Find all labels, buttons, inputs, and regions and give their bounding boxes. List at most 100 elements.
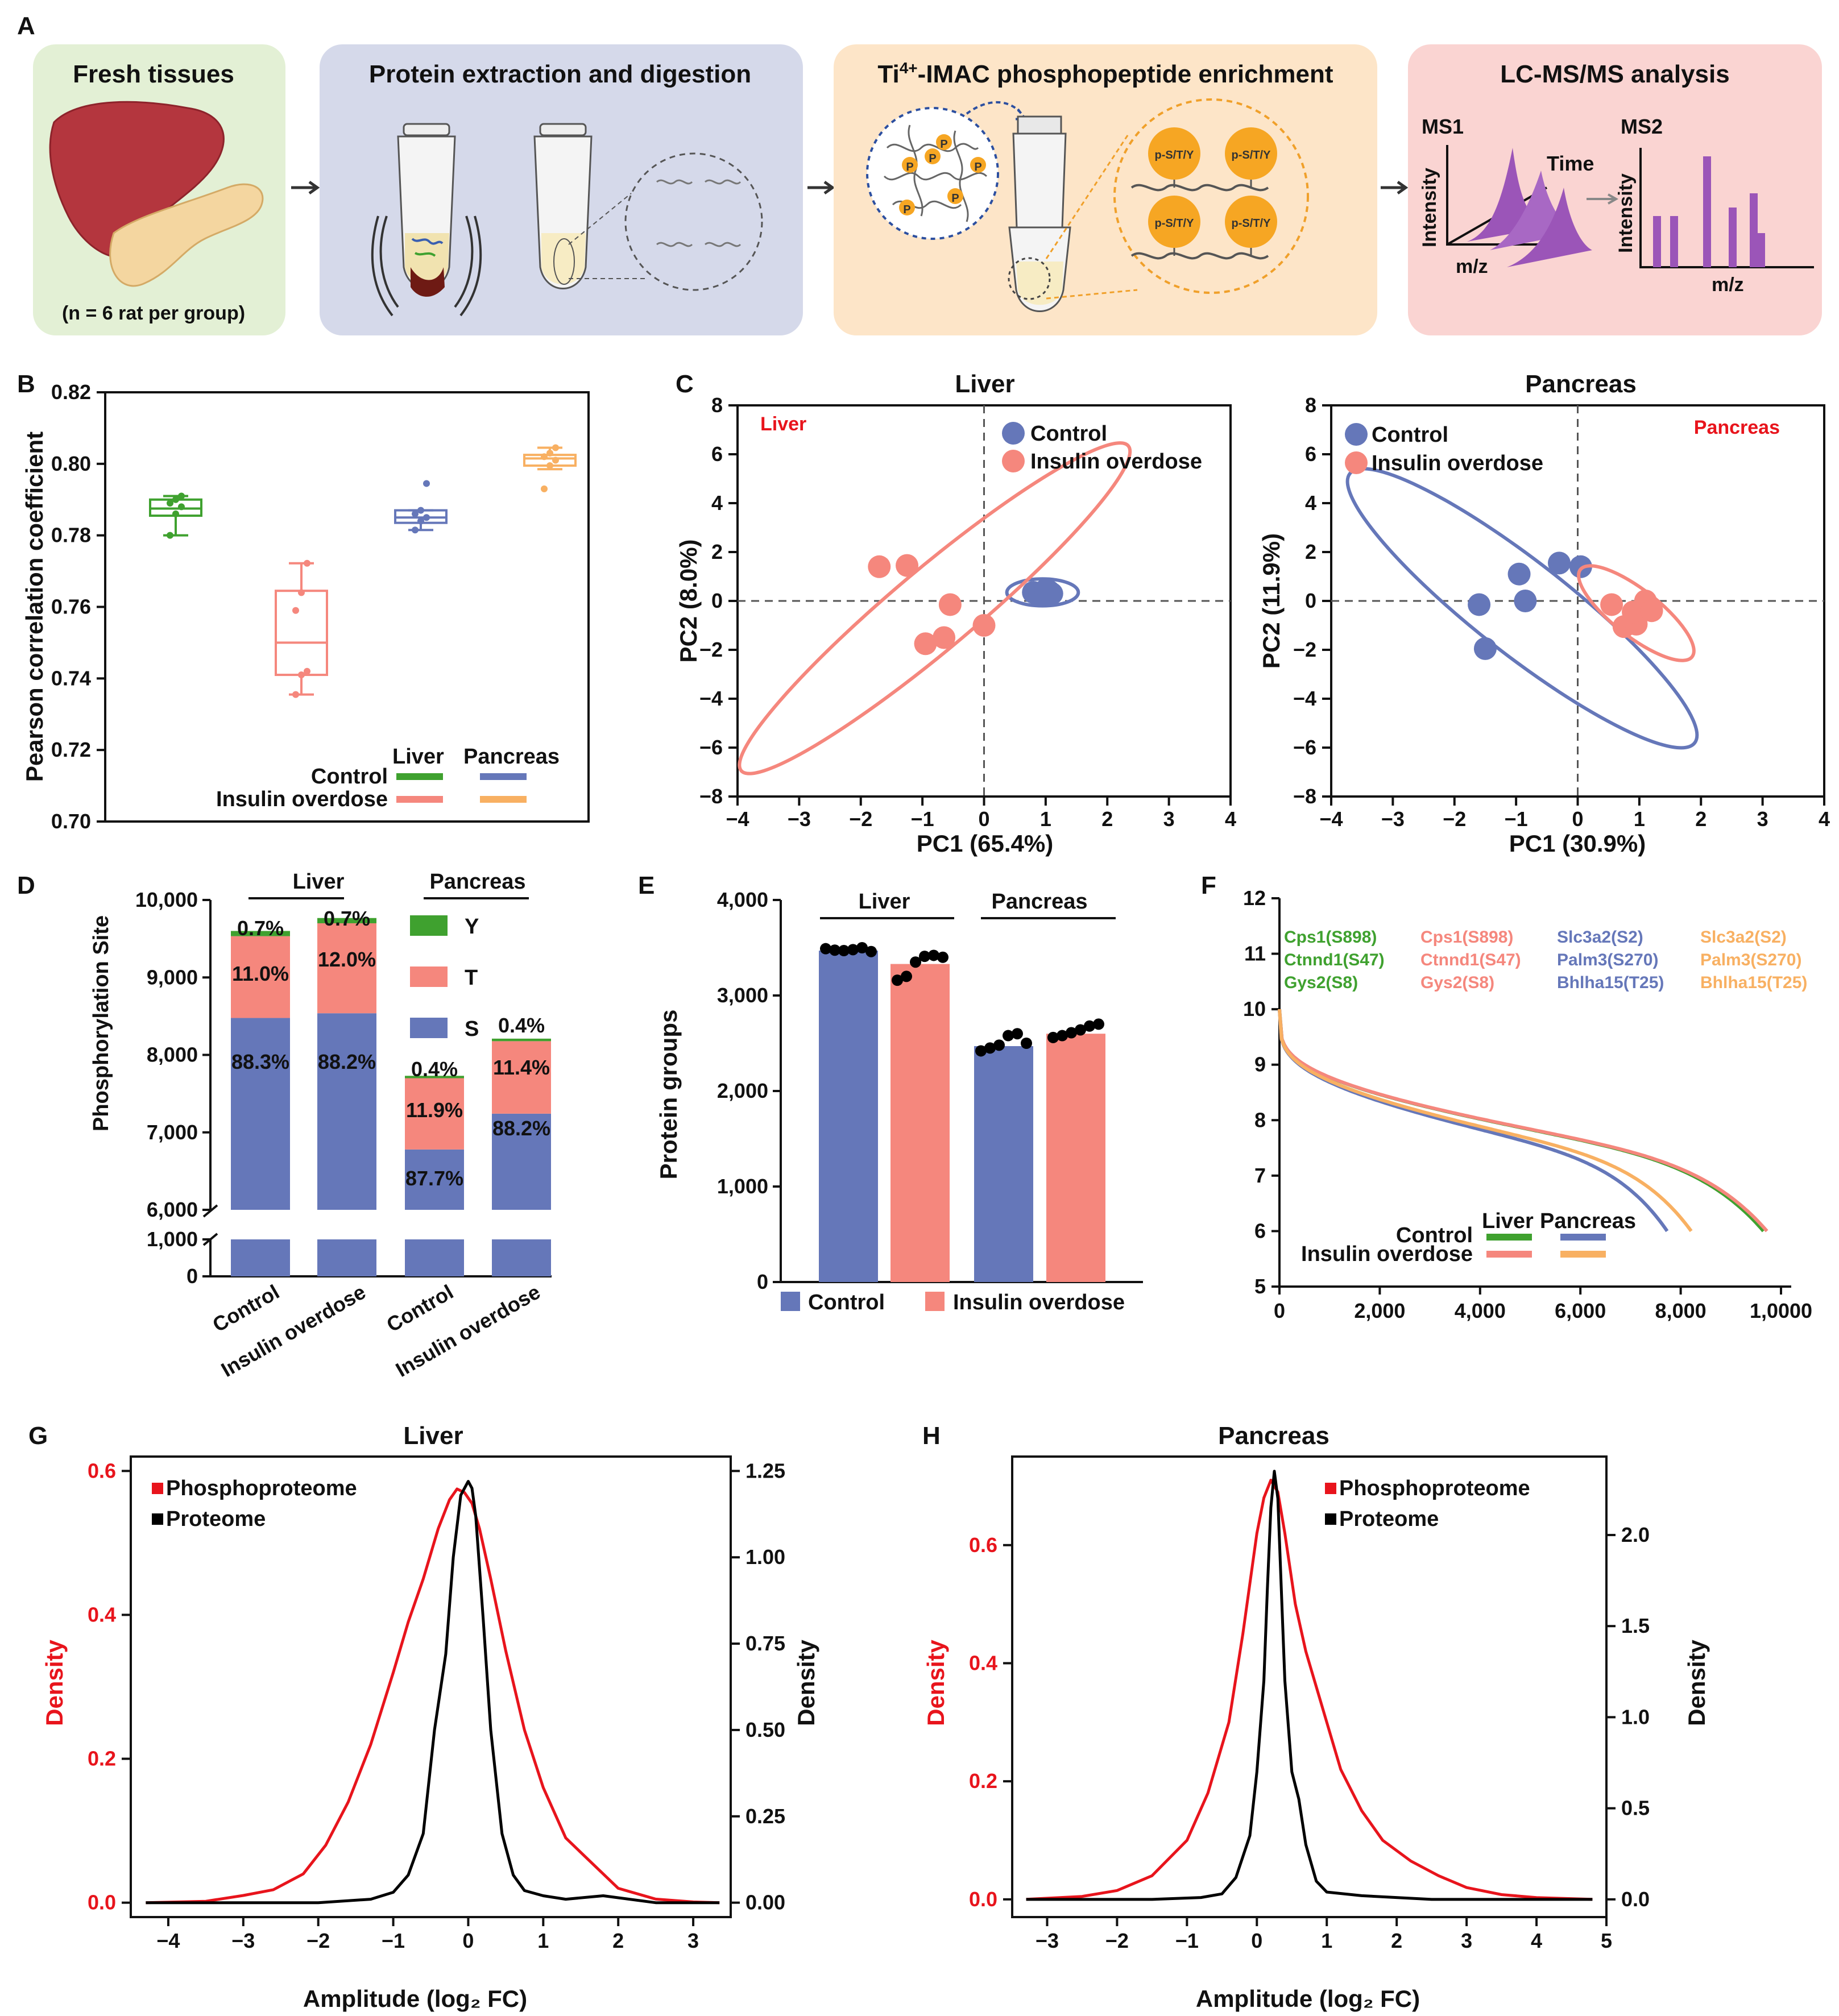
e-point (1066, 1027, 1077, 1039)
dens-ytick-right-label: 0.25 (745, 1805, 785, 1828)
dens-curve (146, 1480, 720, 1905)
density-liver-lines (146, 1480, 720, 1905)
e-bar (890, 964, 950, 1282)
panel-d-group-pancreas: Pancreas (429, 870, 525, 894)
density-liver-ylabel-right: Density (793, 1640, 819, 1726)
density-liver-axes: −4 −3 −2 −1 0 1 2 3 0.0 0.2 0.4 0.6 0.00 0.25 0.50 0.75… (88, 1459, 785, 1952)
e-point (820, 943, 831, 955)
pca-pancreas-legend: Control Insulin overdose (1345, 423, 1543, 475)
c-point (1468, 593, 1491, 616)
pca-liver-plot (738, 441, 1132, 775)
legend-c1-control-dot (1002, 422, 1025, 445)
f-xtick-label: 8,000 (1655, 1299, 1707, 1322)
d-ytick-label: 1,000 (147, 1227, 198, 1251)
b-point (172, 510, 179, 517)
dens-ytick-right-label: 0.5 (1621, 1797, 1650, 1820)
b-point (541, 453, 548, 461)
e-ytick-label: 1,000 (717, 1175, 768, 1198)
step2-title: Protein extraction and digestion (369, 60, 751, 88)
density-liver-xlabel: Amplitude (log₂ FC) (303, 1985, 527, 2012)
c-xtick-label: 1 (1634, 807, 1645, 831)
legend-b-control: Control (311, 765, 388, 789)
b-ytick-label: 0.74 (51, 666, 91, 690)
panel-label-c: C (676, 370, 694, 398)
f-annotation: Gys2(S8) (1284, 973, 1358, 992)
d-pct-label: 87.7% (405, 1167, 463, 1190)
f-annotation: Palm3(S270) (1557, 951, 1658, 969)
dens-xtick-label: 0 (462, 1929, 474, 1952)
pca-pancreas-tag: Pancreas (1694, 417, 1780, 438)
c-ytick-label: 4 (711, 491, 723, 515)
panel-label-e: E (638, 872, 655, 899)
d-pct-label: 11.4% (493, 1056, 550, 1079)
c-ytick-label: −8 (699, 785, 723, 808)
density-liver-frame (130, 1455, 732, 1918)
d-bar-segment (492, 1038, 551, 1042)
polymer-network (883, 125, 988, 222)
f-annotation: Slc3a2(S2) (1700, 928, 1787, 947)
b-ytick-label: 0.72 (51, 738, 91, 761)
e-point (928, 949, 939, 961)
legend-e-control-swatch (781, 1292, 800, 1311)
d-pct-label: 0.4% (411, 1057, 458, 1081)
c-ytick-label: −4 (1293, 687, 1316, 710)
d-bar-segment (317, 923, 376, 1014)
ms1-plot: Intensity Time m/z (1419, 145, 1594, 277)
b-point (423, 514, 430, 521)
c-ytick-label: −4 (699, 687, 723, 710)
legend-b-insulin: Insulin overdose (216, 787, 388, 811)
e-point (1057, 1030, 1068, 1042)
d-bar-segment (405, 1076, 464, 1078)
e-point (847, 944, 859, 956)
e-point (1047, 1031, 1059, 1043)
panel-b-yticks: 0.70 0.72 0.74 0.76 0.78 0.80 0.82 (51, 380, 105, 833)
legend-f-swatch-liver-control (1486, 1234, 1532, 1241)
legend-c2-control-dot (1345, 423, 1368, 446)
legend-c1-insulin: Insulin overdose (1030, 450, 1202, 474)
dens-ytick-right-label: 0.75 (745, 1632, 785, 1655)
c-point (1473, 637, 1497, 660)
panel-label-h: H (922, 1422, 941, 1450)
pca-liver-ylabel: PC2 (8.0%) (675, 539, 702, 662)
dens-ytick-left-label: 0.2 (88, 1747, 116, 1770)
dens-curve (1026, 1479, 1593, 1901)
legend-f-swatch-liver-insulin (1486, 1251, 1532, 1258)
svg-text:m/z: m/z (1456, 256, 1488, 277)
ms2-label: MS2 (1621, 115, 1663, 138)
svg-text:P: P (929, 152, 936, 165)
e-point (892, 974, 903, 986)
f-annotation: Palm3(S270) (1700, 951, 1801, 969)
dens-ytick-right-label: 1.00 (745, 1545, 785, 1569)
legend-b-swatch-pancreas-control (480, 773, 527, 780)
legend-f-swatch-pancreas-insulin (1560, 1251, 1606, 1258)
e-bar (819, 951, 878, 1282)
legend-c1-control: Control (1030, 422, 1107, 446)
legend-c1-insulin-dot (1002, 450, 1025, 472)
panel-c: C Liver Liver PC1 (65.4%) PC2 (8.0%) −4−… (675, 370, 1830, 857)
b-point (412, 526, 419, 534)
e-bar (1046, 1034, 1105, 1282)
d-bar-segment (492, 1113, 551, 1210)
pca-liver-legend: Control Insulin overdose (1002, 422, 1202, 474)
legend-c2-insulin: Insulin overdose (1372, 451, 1543, 475)
step3-title: Ti4+-IMAC phosphopeptide enrichment (877, 59, 1333, 88)
f-xtick-label: 2,000 (1354, 1299, 1405, 1322)
d-xtick-label: Control (383, 1280, 457, 1336)
f-annotation: Slc3a2(S2) (1557, 928, 1643, 947)
dens-xtick-label: −2 (306, 1929, 330, 1952)
density-liver-title: Liver (403, 1422, 463, 1450)
density-pancreas-ylabel-right: Density (1683, 1640, 1710, 1726)
dens-ytick-right-label: 2.0 (1621, 1523, 1650, 1546)
c-ytick-label: −2 (699, 638, 723, 661)
c-ytick-label: 0 (711, 589, 723, 612)
c-point (1507, 562, 1531, 586)
step1-title: Fresh tissues (73, 60, 234, 88)
legend-c2-insulin-dot (1345, 451, 1368, 474)
pca-liver-xlabel: PC1 (65.4%) (917, 830, 1053, 857)
c-point (914, 632, 937, 656)
e-ytick-label: 3,000 (717, 984, 768, 1007)
f-annotation: Ctnnd1(S47) (1284, 951, 1385, 969)
f-curve (1278, 1009, 1693, 1233)
c-point (868, 555, 891, 578)
c-point (1547, 551, 1571, 575)
